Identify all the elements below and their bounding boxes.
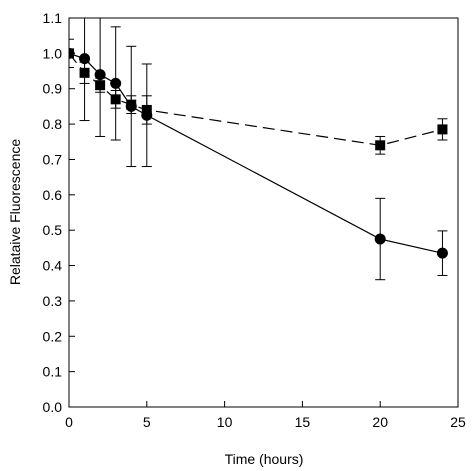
y-tick-label: 0.7 — [43, 151, 63, 167]
data-point — [110, 94, 121, 105]
data-point — [69, 48, 74, 59]
data-point — [79, 67, 90, 78]
x-tick-label: 25 — [450, 414, 466, 430]
data-point — [95, 80, 106, 91]
series-line — [69, 52, 443, 146]
y-tick-label: 0.3 — [43, 293, 63, 309]
y-axis-title: Relataive Fluorescence — [7, 139, 23, 286]
axes: 0 5 10 15 20 25 0.0 0.1 0.2 0.3 0.4 0.5 0.6 0.7 0.8 0.9… — [43, 10, 466, 430]
x-tick-label: 20 — [372, 414, 388, 430]
data-point — [374, 233, 386, 245]
y-tick-label: 0.2 — [43, 328, 63, 344]
series-2-square — [69, 38, 448, 155]
y-tick-label: 0.6 — [43, 187, 63, 203]
y-tick-label: 0.8 — [43, 116, 63, 132]
y-tick-label: 0.1 — [43, 364, 63, 380]
y-tick-label: 0.5 — [43, 222, 63, 238]
y-tick-label: 0.9 — [43, 81, 63, 97]
data-point — [94, 69, 106, 81]
series-line — [69, 52, 443, 254]
data-point — [126, 99, 137, 110]
series-layer — [69, 18, 448, 281]
x-axis-title: Time (hours) — [225, 451, 304, 467]
data-point — [110, 77, 122, 89]
x-tick-label: 5 — [143, 414, 151, 430]
y-tick-label: 0.4 — [43, 258, 63, 274]
y-tick-label: 0.0 — [43, 399, 63, 415]
data-point — [437, 124, 448, 135]
series-1-circle — [69, 18, 448, 281]
y-tick-label: 1.0 — [43, 45, 63, 61]
x-tick-label: 0 — [65, 414, 73, 430]
plot-frame — [68, 17, 459, 408]
x-tick-label: 10 — [217, 414, 233, 430]
data-point — [436, 247, 448, 259]
x-tick-label: 15 — [295, 414, 311, 430]
data-point — [141, 104, 152, 115]
data-point — [79, 53, 91, 65]
y-tick-label: 1.1 — [43, 10, 63, 26]
data-point — [375, 140, 386, 151]
